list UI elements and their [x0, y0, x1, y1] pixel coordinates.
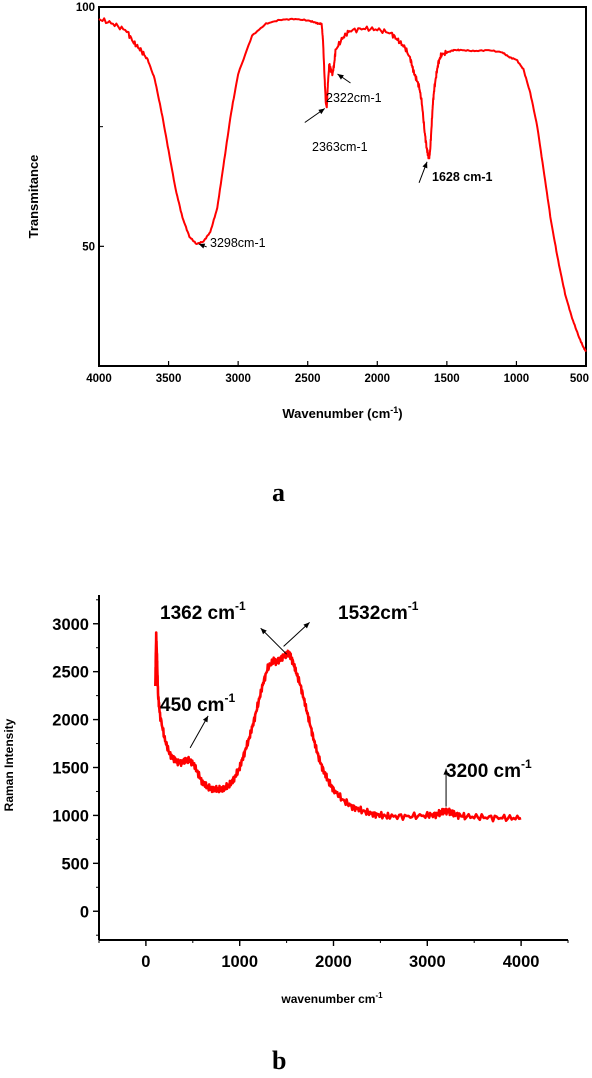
annotation-2363: 2363cm-1: [312, 140, 368, 154]
x-axis-label-a: Wavenumber (cm-1): [282, 405, 402, 421]
arrow-450-head: [202, 715, 209, 723]
annotation-3200-text: 3200 cm: [446, 761, 521, 782]
plot-frame-a: [98, 6, 587, 367]
series-a-transmittance: [98, 17, 587, 353]
arrow-1362-head: [260, 628, 267, 635]
arrow-450: [189, 715, 209, 749]
y-tick-label-b-5: 2500: [52, 664, 89, 682]
x-tick-label-a-6: 1000: [504, 373, 530, 385]
y-tick-label-b-4: 2000: [52, 712, 89, 730]
y-tick-label-b-6: 3000: [52, 616, 89, 634]
x-tick-label-b-4: 4000: [503, 953, 540, 971]
arrow-1532-head: [303, 622, 310, 629]
x-tick-label-b-2: 2000: [315, 953, 352, 971]
chart-b-raman: 0 500 1000 1500 2000 2500 3000 0 1000 2000 3000 400…: [2, 595, 569, 1006]
annotation-450-text: 450 cm: [160, 695, 224, 716]
arrow-1628-head: [422, 161, 428, 169]
panel-label-a: a: [272, 478, 285, 507]
x-axis-label-a-main: Wavenumber (cm: [282, 406, 390, 421]
x-tick-label-a-4: 2000: [364, 373, 390, 385]
annotation-3298: 3298cm-1: [210, 236, 266, 250]
x-axis-label-b-main: wavenumber cm: [280, 992, 375, 1006]
annotation-1362: 1362 cm-1: [160, 599, 246, 624]
y-tick-label-b-2: 1000: [52, 807, 89, 825]
annotation-1362-text: 1362 cm: [160, 603, 235, 624]
panel-label-b: b: [272, 1046, 287, 1075]
x-tick-label-b-3: 3000: [409, 953, 446, 971]
y-tick-label-a-0: 100: [76, 2, 95, 14]
arrow-2322-head: [337, 74, 344, 80]
x-tick-label-a-7: 500: [570, 373, 589, 385]
x-axis-label-b: wavenumber cm-1: [280, 991, 383, 1006]
x-tick-label-a-0: 4000: [86, 373, 112, 385]
y-tick-label-b-1: 500: [61, 855, 89, 873]
y-axis-label-b: Raman Intensity: [2, 718, 16, 811]
x-axis-label-b-sup: -1: [375, 991, 383, 1000]
annotation-3200: 3200 cm-1: [446, 757, 532, 782]
x-tick-label-b-1: 1000: [221, 953, 258, 971]
x-axis-label-a-sup: -1: [390, 405, 398, 415]
arrow-2363-head: [318, 108, 325, 115]
series-b-raman: [154, 631, 522, 823]
annotation-450-sup: -1: [224, 691, 235, 705]
x-axis-label-a-tail: ): [398, 406, 402, 421]
annotation-3200-sup: -1: [521, 757, 532, 771]
arrow-1362: [260, 627, 288, 655]
annotation-2322: 2322cm-1: [326, 91, 382, 105]
arrow-3298-head: [198, 243, 206, 249]
x-tick-label-a-2: 3000: [225, 373, 251, 385]
annotation-1532-text: 1532cm: [338, 603, 408, 624]
annotation-1628: 1628 cm-1: [432, 170, 493, 184]
x-tick-label-a-3: 2500: [295, 373, 321, 385]
y-tick-label-a-1: 50: [82, 241, 95, 253]
x-tick-label-a-5: 1500: [434, 373, 460, 385]
annotation-450: 450 cm-1: [160, 691, 235, 716]
x-tick-label-b-0: 0: [141, 953, 150, 971]
annotation-1532-sup: -1: [408, 599, 419, 613]
annotation-1362-sup: -1: [235, 599, 246, 613]
y-axis-label-a: Transmitance: [26, 155, 41, 239]
annotation-1532: 1532cm-1: [338, 599, 419, 624]
y-tick-label-b-0: 0: [80, 903, 89, 921]
x-tick-label-a-1: 3500: [156, 373, 182, 385]
y-tick-label-b-3: 1500: [52, 760, 89, 778]
chart-a-ftir: 4000 3500 3000 2500 2000 1500 1000 500 100 50 Wave…: [26, 2, 589, 421]
arrow-3200-head: [443, 768, 449, 775]
